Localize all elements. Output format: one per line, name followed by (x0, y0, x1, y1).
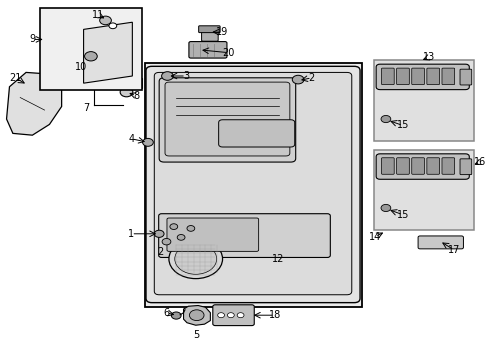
FancyBboxPatch shape (158, 214, 330, 257)
Circle shape (237, 313, 244, 318)
FancyBboxPatch shape (417, 236, 463, 249)
Text: 6: 6 (163, 308, 169, 318)
FancyBboxPatch shape (218, 120, 294, 147)
FancyBboxPatch shape (459, 69, 471, 85)
FancyBboxPatch shape (373, 149, 473, 230)
Circle shape (380, 204, 390, 212)
Circle shape (161, 72, 173, 80)
Circle shape (162, 238, 170, 245)
Text: 11: 11 (92, 10, 104, 20)
FancyBboxPatch shape (411, 68, 424, 85)
FancyBboxPatch shape (40, 8, 142, 90)
Text: 19: 19 (216, 27, 228, 37)
Circle shape (84, 51, 97, 61)
Circle shape (171, 312, 181, 319)
FancyBboxPatch shape (146, 66, 359, 303)
FancyBboxPatch shape (144, 63, 361, 307)
Text: 13: 13 (422, 52, 434, 62)
Text: 8: 8 (133, 91, 139, 101)
Text: 16: 16 (473, 157, 485, 167)
Text: 18: 18 (268, 310, 280, 320)
Text: 15: 15 (396, 210, 408, 220)
FancyBboxPatch shape (373, 60, 473, 140)
FancyBboxPatch shape (396, 68, 408, 85)
Circle shape (169, 224, 177, 229)
Circle shape (189, 310, 203, 320)
Text: 7: 7 (83, 103, 89, 113)
FancyBboxPatch shape (154, 72, 351, 295)
Text: 12: 12 (272, 254, 284, 264)
FancyBboxPatch shape (71, 78, 142, 88)
FancyBboxPatch shape (212, 305, 254, 325)
Circle shape (177, 234, 184, 240)
FancyBboxPatch shape (198, 26, 220, 33)
FancyBboxPatch shape (164, 82, 289, 156)
Circle shape (186, 226, 194, 231)
Circle shape (142, 138, 153, 146)
FancyBboxPatch shape (159, 78, 295, 162)
Text: 10: 10 (75, 62, 87, 72)
FancyBboxPatch shape (426, 158, 439, 174)
Circle shape (217, 313, 224, 318)
Text: 5: 5 (193, 330, 200, 340)
FancyBboxPatch shape (201, 30, 218, 41)
FancyBboxPatch shape (396, 158, 408, 174)
Text: 3: 3 (183, 71, 189, 81)
FancyBboxPatch shape (188, 41, 226, 58)
Text: 21: 21 (9, 73, 21, 83)
FancyBboxPatch shape (166, 218, 258, 251)
Circle shape (174, 243, 216, 274)
Polygon shape (6, 72, 61, 135)
FancyBboxPatch shape (381, 68, 393, 85)
FancyBboxPatch shape (441, 158, 454, 174)
Text: 14: 14 (368, 232, 381, 242)
Circle shape (227, 313, 234, 318)
FancyBboxPatch shape (426, 68, 439, 85)
Polygon shape (83, 22, 132, 83)
Circle shape (292, 75, 304, 84)
Text: 17: 17 (447, 245, 459, 255)
FancyBboxPatch shape (441, 68, 454, 85)
Circle shape (168, 239, 222, 279)
Text: 9: 9 (29, 35, 35, 44)
Text: 2: 2 (157, 247, 163, 257)
FancyBboxPatch shape (411, 158, 424, 174)
Text: 4: 4 (128, 134, 134, 144)
Circle shape (109, 23, 117, 29)
Circle shape (100, 16, 111, 25)
FancyBboxPatch shape (459, 159, 471, 175)
Text: 15: 15 (396, 121, 408, 130)
Polygon shape (183, 306, 210, 325)
Text: 2: 2 (308, 73, 314, 83)
Circle shape (154, 230, 163, 237)
Text: 1: 1 (128, 229, 134, 239)
Text: 20: 20 (222, 48, 235, 58)
FancyBboxPatch shape (375, 64, 468, 90)
Circle shape (120, 87, 133, 97)
FancyBboxPatch shape (375, 154, 468, 179)
FancyBboxPatch shape (381, 158, 393, 174)
Circle shape (380, 116, 390, 123)
